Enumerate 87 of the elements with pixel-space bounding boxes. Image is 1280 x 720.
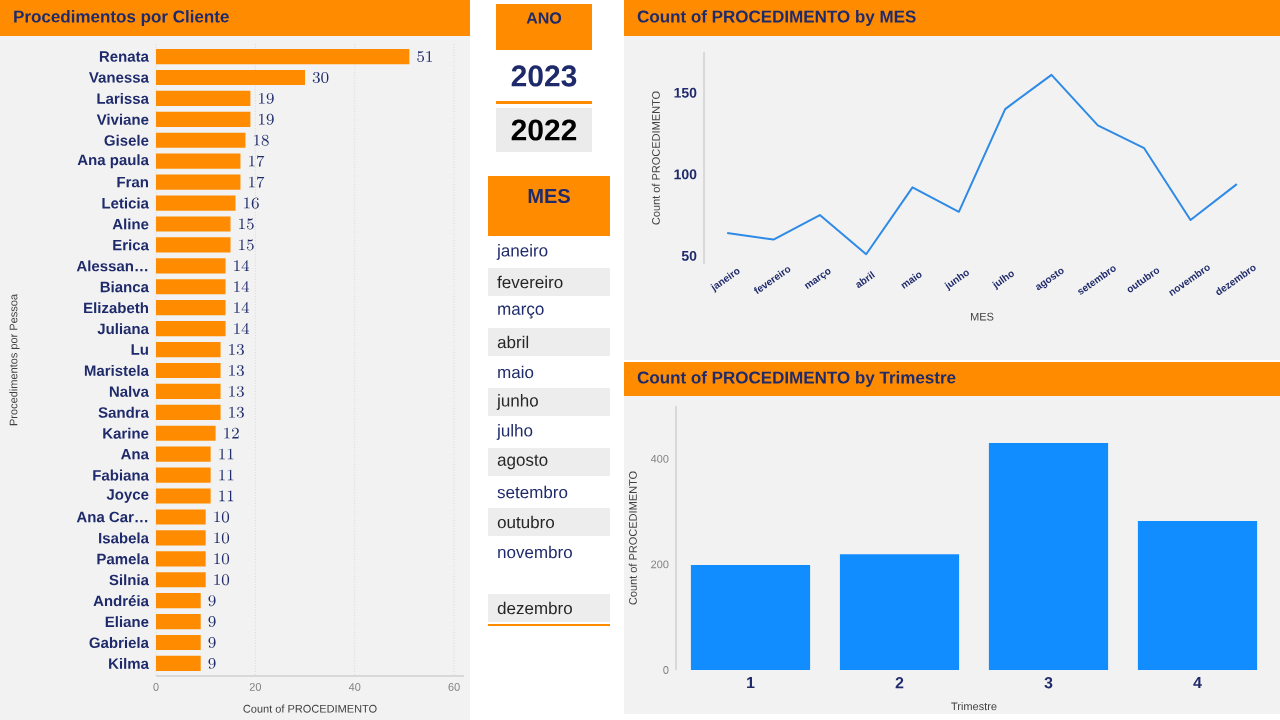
bar xyxy=(1137,521,1258,670)
text: abril xyxy=(497,335,529,349)
data-label: 11 xyxy=(219,490,234,502)
bar xyxy=(156,614,201,630)
bar xyxy=(156,321,226,337)
bar xyxy=(156,258,226,274)
bar xyxy=(156,300,226,316)
text: janeiro xyxy=(496,244,548,260)
bar xyxy=(156,174,241,190)
data-label: 17 xyxy=(249,155,265,167)
data-label: 11 xyxy=(219,469,234,481)
x-tick-label: 1 xyxy=(747,677,755,689)
bar xyxy=(156,509,206,525)
bar xyxy=(156,195,236,211)
data-label: 19 xyxy=(259,113,274,125)
text: maio xyxy=(498,365,534,379)
text: agosto xyxy=(497,454,548,470)
data-label: 14 xyxy=(234,302,250,313)
bar xyxy=(156,153,241,169)
bar xyxy=(156,362,221,379)
x-tick-label: 3 xyxy=(1044,677,1053,689)
data-label: 13 xyxy=(229,406,244,418)
bar xyxy=(156,634,201,651)
bar xyxy=(156,48,410,65)
data-label: 9 xyxy=(208,637,216,649)
data-label: 9 xyxy=(208,595,216,607)
bar xyxy=(156,446,211,462)
data-label: 10 xyxy=(214,511,230,523)
bar xyxy=(156,530,206,546)
x-tick-label: 4 xyxy=(1193,677,1202,689)
bar xyxy=(156,132,246,148)
bar xyxy=(988,442,1109,670)
bar xyxy=(156,383,221,399)
bar xyxy=(156,572,206,588)
data-label: 13 xyxy=(229,344,244,356)
data-label: 17 xyxy=(249,176,265,188)
bar xyxy=(156,69,306,86)
bar xyxy=(156,341,221,358)
bar xyxy=(156,216,231,232)
data-label: 16 xyxy=(244,197,259,209)
text: MES xyxy=(528,188,570,204)
x-tick-label: 2 xyxy=(895,677,904,689)
bar xyxy=(156,655,201,672)
data-label: 14 xyxy=(234,322,250,334)
bar xyxy=(690,564,811,670)
bar xyxy=(156,279,226,295)
bar xyxy=(156,425,216,441)
text: setembro xyxy=(497,485,568,499)
bar xyxy=(156,237,231,253)
data-label: 30 xyxy=(312,72,329,83)
text: julho xyxy=(496,424,533,440)
data-label: 14 xyxy=(234,281,250,292)
text: junho xyxy=(496,394,538,410)
data-label: 51 xyxy=(417,51,433,63)
data-label: 10 xyxy=(214,553,230,565)
data-label: 19 xyxy=(259,92,274,104)
data-label: 13 xyxy=(229,364,244,376)
text: março xyxy=(498,305,544,319)
text: novembro xyxy=(498,545,572,559)
data-label: 9 xyxy=(208,616,216,628)
bar xyxy=(156,404,221,420)
chart-title: Count of PROCEDIMENTO by Trimestre xyxy=(637,371,956,387)
data-label: 10 xyxy=(214,574,230,586)
line-series xyxy=(726,73,1238,256)
text: outubro xyxy=(497,515,555,529)
bar xyxy=(156,551,206,567)
text: 2022 xyxy=(511,119,577,141)
text: 2023 xyxy=(511,65,577,87)
bar xyxy=(156,90,251,106)
bar xyxy=(156,467,211,483)
bar xyxy=(156,111,251,127)
data-label: 12 xyxy=(224,427,239,439)
bar xyxy=(839,554,960,670)
data-label: 9 xyxy=(208,657,216,669)
chart-title: Procedimentos por Cliente xyxy=(14,10,229,26)
chart-title: Count of PROCEDIMENTO by MES xyxy=(637,10,916,26)
bar xyxy=(156,593,201,609)
data-label: 18 xyxy=(254,134,269,146)
data-label: 15 xyxy=(239,218,254,230)
text: ANO xyxy=(526,12,562,24)
text: dezembro xyxy=(497,601,572,615)
data-label: 15 xyxy=(239,239,254,251)
data-label: 11 xyxy=(219,448,234,460)
data-label: 10 xyxy=(214,532,230,544)
data-label: 13 xyxy=(229,385,244,397)
data-label: 14 xyxy=(234,260,250,271)
bar xyxy=(156,488,211,504)
